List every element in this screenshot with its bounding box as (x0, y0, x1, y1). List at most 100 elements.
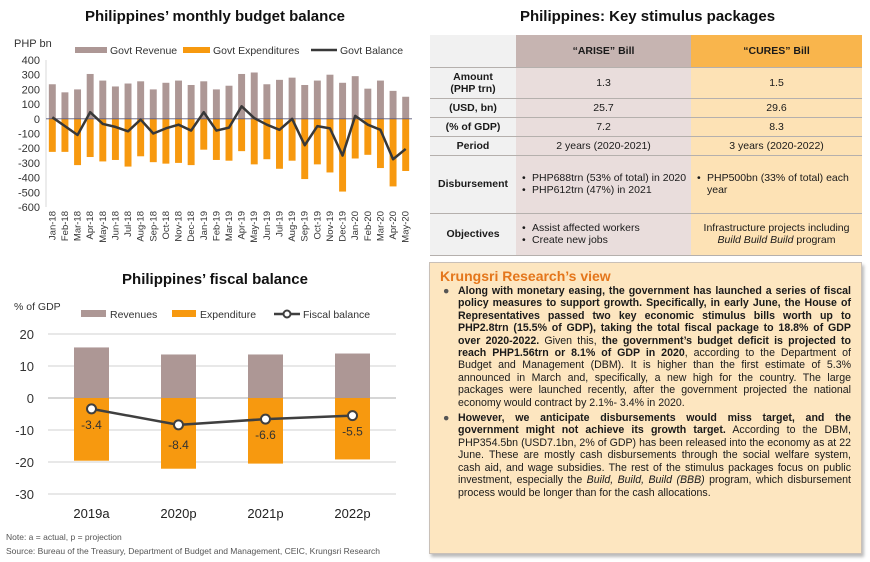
x-tick-label: Sep-18 (148, 211, 159, 242)
expenditure-bar (288, 118, 296, 161)
note-text: Note: a = actual, p = projection (6, 532, 122, 542)
cell-cures-amount: 1.5 (691, 67, 862, 99)
y-tick-label: -300 (18, 158, 40, 170)
revenue-bar (212, 89, 220, 119)
bold-text: However, we anticipate disbursements wou… (458, 412, 851, 437)
x-tick-label: Apr-20 (388, 211, 399, 240)
expenditure-bar (212, 118, 220, 160)
y-tick-label: 200 (22, 84, 40, 96)
legend-label-revenues: Revenues (110, 309, 157, 321)
revenue-bar (376, 80, 384, 119)
legend-swatch-revenue (75, 47, 107, 53)
fiscal-balance-marker (173, 419, 184, 431)
cell-cures-disbursement: PHP500bn (33% of total) each year (691, 155, 862, 214)
y-tick-label: 400 (22, 55, 40, 67)
text: Given this, (539, 334, 602, 347)
table-header-row: “ARISE” Bill “CURES” Bill (430, 35, 862, 68)
y-tick-label: -30 (15, 487, 34, 502)
objective-text: Infrastructure projects including (703, 222, 850, 234)
source-text: Source: Bureau of the Treasury, Departme… (6, 546, 381, 556)
y-tick-label: -20 (15, 455, 34, 470)
legend: Govt Revenue Govt Expenditures Govt Bala… (75, 45, 403, 57)
expenditure-bar (48, 118, 56, 152)
table-row: Objectives Assist affected workers Creat… (430, 213, 862, 256)
list-item: PHP688trn (53% of total) in 2020 (520, 172, 687, 184)
x-tick-label: 2021p (247, 506, 283, 521)
row-label-usd: (USD, bn) (430, 98, 516, 118)
cell-arise-gdp: 7.2 (516, 117, 691, 137)
cell-arise-usd: 25.7 (516, 98, 691, 118)
expenditure-bar (364, 118, 372, 155)
x-tick-label: Jul-18 (123, 211, 134, 237)
objective-text-end: program (793, 234, 836, 246)
revenue-bar (61, 92, 69, 119)
revenue-bar (339, 82, 347, 119)
legend: Revenues Expenditure Fiscal balance (81, 309, 370, 321)
row-label-objectives: Objectives (430, 213, 516, 256)
x-tick-label: Jul-19 (274, 211, 285, 237)
fiscal-balance-line (91, 407, 353, 427)
expenditure-bar (313, 118, 321, 165)
revenue-bar (137, 81, 145, 119)
x-tick-label: Sep-19 (300, 211, 311, 242)
expenditure-bar (376, 118, 384, 169)
legend-label-balance: Govt Balance (340, 45, 403, 57)
x-tick-label: Feb-19 (211, 211, 222, 241)
expenditure-bar (250, 118, 258, 165)
bullet-icon: ● (443, 412, 450, 425)
expenditure-bar (187, 118, 195, 166)
expenditure-bar (111, 118, 119, 160)
legend-label-revenue: Govt Revenue (110, 45, 177, 57)
x-tick-label: 2020p (160, 506, 196, 521)
x-tick-label: Apr-19 (237, 211, 248, 240)
x-tick-label: Jan-20 (350, 211, 361, 240)
legend-marker-fiscal-balance (282, 309, 292, 319)
cell-cures-objectives: Infrastructure projects including Build … (691, 213, 862, 256)
y-tick-label: 300 (22, 70, 40, 82)
fiscal-balance-marker (86, 403, 97, 415)
expenditure-bar (137, 118, 145, 157)
legend-swatch-expenditures (183, 47, 210, 53)
y-tick-label: 20 (20, 327, 34, 342)
expenditure-bar (161, 398, 196, 469)
y-tick-label: 0 (34, 114, 40, 126)
revenue-bar (276, 79, 283, 119)
cell-cures-usd: 29.6 (691, 98, 862, 118)
y-tick-label: -10 (15, 423, 34, 438)
x-tick-label: 2019a (73, 506, 110, 521)
x-tick-label: Aug-18 (136, 211, 147, 242)
balance-line (51, 105, 407, 161)
y-tick-label: -100 (18, 129, 40, 141)
table-row: (USD, bn) 25.7 29.6 (430, 98, 862, 118)
revenue-bar (389, 90, 397, 119)
expenditure-bar (276, 118, 283, 169)
x-tick-label: Mar-19 (224, 211, 235, 241)
x-tick-label: Feb-18 (60, 211, 71, 241)
revenue-bar (124, 83, 132, 119)
bold-text: the government’s budget deficit is proje… (458, 334, 852, 360)
objective-program-name: Build Build Build (717, 234, 794, 246)
revenue-bar (74, 89, 82, 119)
revenue-bar (301, 84, 309, 119)
expenditure-bar (402, 118, 410, 171)
cell-arise-objectives: Assist affected workers Create new jobs (516, 213, 691, 256)
revenue-bar (162, 82, 170, 119)
x-tick-label: 2022p (334, 506, 370, 521)
data-label: -8.4 (168, 438, 189, 452)
fiscal-balance-chart-title: Philippines’ fiscal balance (122, 271, 308, 288)
fiscal-balance-chart: % of GDP Revenues Expenditure Fiscal bal… (14, 301, 396, 521)
row-label-gdp: (% of GDP) (430, 117, 516, 137)
x-tick-label: Jan-18 (47, 211, 58, 240)
y-tick-label: -500 (18, 187, 40, 199)
expenditure-bar (149, 118, 157, 163)
italic-text: Build, Build, Build (BBB) (586, 474, 705, 487)
monthly-budget-chart: PHP bn Govt Revenue Govt Expenditures Go… (14, 38, 412, 243)
legend-swatch-expenditure (172, 310, 196, 317)
bullet-icon: ● (443, 285, 450, 297)
y-tick-label: 100 (22, 99, 40, 111)
data-label: -6.6 (255, 428, 276, 442)
x-tick-label: Jan-19 (199, 211, 210, 240)
revenue-bar (187, 84, 195, 119)
x-tick-label: May-19 (249, 211, 260, 243)
legend-swatch-revenues (81, 310, 106, 317)
